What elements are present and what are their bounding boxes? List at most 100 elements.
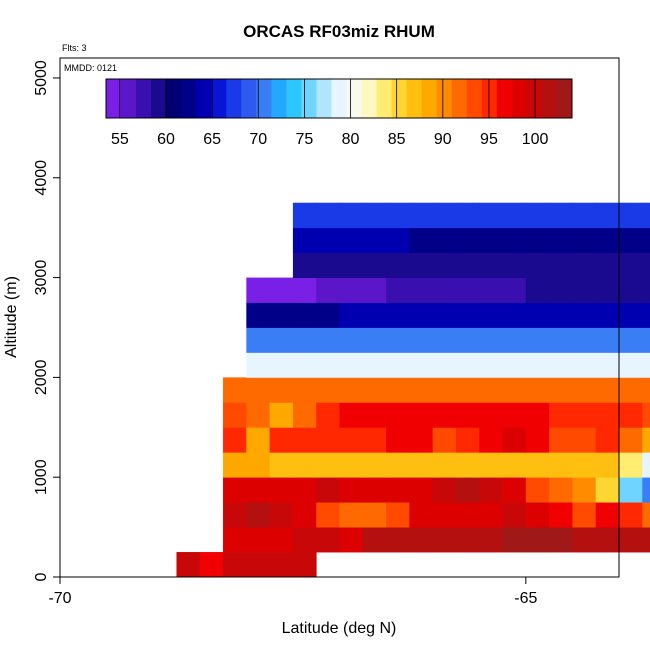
colorbar-swatch bbox=[106, 79, 122, 118]
heatmap-cell bbox=[316, 252, 340, 278]
heatmap-cell bbox=[572, 477, 597, 503]
heatmap-cell bbox=[479, 302, 503, 328]
colorbar-tick-label: 100 bbox=[522, 131, 549, 148]
colorbar-swatch bbox=[181, 79, 197, 118]
heatmap-cell bbox=[409, 452, 434, 478]
heatmap-cell bbox=[432, 277, 457, 303]
heatmap-cell bbox=[292, 202, 317, 229]
heatmap-cell bbox=[409, 327, 434, 353]
colorbar-swatch bbox=[241, 79, 257, 118]
heatmap-cell bbox=[269, 302, 294, 328]
colorbar-swatch bbox=[256, 79, 272, 118]
heatmap-cell bbox=[642, 377, 650, 403]
colorbar-swatch bbox=[346, 79, 363, 118]
heatmap-cell bbox=[455, 252, 480, 278]
heatmap-cell bbox=[549, 377, 573, 403]
heatmap-cell bbox=[246, 277, 271, 303]
heatmap-cell bbox=[455, 527, 480, 553]
heatmap-cell bbox=[176, 552, 201, 578]
heatmap-cell bbox=[619, 227, 643, 254]
heatmap-cell bbox=[642, 252, 650, 278]
heatmap-cell bbox=[619, 527, 643, 553]
heatmap-cell bbox=[362, 327, 387, 353]
heatmap-cell bbox=[549, 227, 573, 254]
heatmap-cell bbox=[292, 527, 317, 553]
heatmap-cell bbox=[595, 402, 620, 428]
heatmap-cell bbox=[246, 402, 271, 428]
heatmap-cell bbox=[386, 452, 410, 478]
heatmap-cell bbox=[339, 302, 364, 328]
heatmap-cell bbox=[502, 377, 527, 403]
heatmap-cell bbox=[223, 377, 247, 403]
y-tick-label: 3000 bbox=[33, 260, 50, 296]
heatmap-cell bbox=[525, 452, 550, 478]
heatmap-cell bbox=[432, 377, 457, 403]
y-tick-label: 2000 bbox=[33, 359, 50, 395]
heatmap-cell bbox=[549, 477, 573, 503]
colorbar-tick-labels: 55 60 65 70 75 80 85 90 95 100 bbox=[111, 131, 549, 148]
heatmap-cell bbox=[292, 302, 317, 328]
heatmap-cell bbox=[502, 427, 527, 453]
heatmap-cell bbox=[246, 377, 271, 403]
heatmap-cell bbox=[525, 377, 550, 403]
heatmap-cell bbox=[432, 252, 457, 278]
heatmap-cell bbox=[455, 202, 480, 229]
heatmap-cell bbox=[455, 352, 480, 378]
heatmap-cell bbox=[269, 477, 294, 503]
colorbar-swatch bbox=[451, 79, 468, 118]
heatmap-cell bbox=[479, 352, 503, 378]
colorbar-swatch bbox=[421, 79, 438, 118]
heatmap-cell bbox=[362, 502, 387, 528]
heatmap-cell bbox=[549, 452, 573, 478]
heatmap-cell bbox=[409, 302, 434, 328]
heatmap-cell bbox=[432, 402, 457, 428]
heatmap-cell bbox=[572, 377, 597, 403]
heatmap-cell bbox=[595, 277, 620, 303]
heatmap-cell bbox=[479, 377, 503, 403]
heatmap-cell bbox=[455, 477, 480, 503]
heatmap-cell bbox=[386, 377, 410, 403]
heatmap-cell bbox=[502, 352, 527, 378]
heatmap-cell bbox=[362, 277, 387, 303]
heatmap-cell bbox=[316, 377, 340, 403]
x-axis: -70 -65 bbox=[48, 577, 537, 607]
colorbar-swatch bbox=[166, 79, 182, 118]
heatmap-cell bbox=[619, 327, 643, 353]
heatmap-cell bbox=[432, 452, 457, 478]
heatmap-cell bbox=[479, 402, 503, 428]
colorbar-swatch bbox=[436, 79, 453, 118]
heatmap-cell bbox=[549, 252, 573, 278]
heatmap-cell bbox=[595, 427, 620, 453]
colorbar-swatch bbox=[226, 79, 242, 118]
heatmap-cell bbox=[409, 277, 434, 303]
colorbar-swatch bbox=[496, 79, 513, 118]
heatmap-cell bbox=[223, 402, 247, 428]
colorbar-swatch bbox=[211, 79, 227, 118]
colorbar-tick-label: 80 bbox=[342, 131, 360, 148]
heatmap-cell bbox=[619, 277, 643, 303]
heatmap-cell bbox=[223, 477, 247, 503]
colorbar-tick-label: 95 bbox=[480, 131, 498, 148]
heatmap-cell bbox=[619, 402, 643, 428]
heatmap-cell bbox=[549, 202, 573, 229]
heatmap-cell bbox=[292, 252, 317, 278]
colorbar-swatch bbox=[466, 79, 483, 118]
colorbar-tick-label: 85 bbox=[388, 131, 406, 148]
heatmap-cell bbox=[386, 302, 410, 328]
heatmap-cell bbox=[479, 277, 503, 303]
heatmap-cell bbox=[362, 227, 387, 254]
colorbar-tick-label: 55 bbox=[111, 131, 129, 148]
heatmap-cell bbox=[316, 202, 340, 229]
colorbar-tick-label: 75 bbox=[295, 131, 313, 148]
heatmap-cell bbox=[292, 377, 317, 403]
heatmap-cell bbox=[642, 227, 650, 254]
heatmap-cell bbox=[269, 452, 294, 478]
heatmap-cell bbox=[502, 527, 527, 553]
heatmap-cell bbox=[455, 377, 480, 403]
heatmap-cell bbox=[455, 277, 480, 303]
heatmap-cell bbox=[549, 327, 573, 353]
heatmap-cell bbox=[386, 227, 410, 254]
heatmap-cell bbox=[292, 452, 317, 478]
heatmap-cell bbox=[316, 502, 340, 528]
